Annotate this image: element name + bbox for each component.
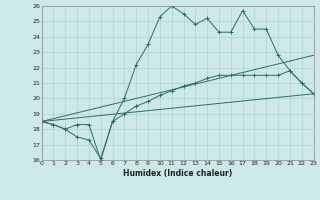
X-axis label: Humidex (Indice chaleur): Humidex (Indice chaleur) <box>123 169 232 178</box>
